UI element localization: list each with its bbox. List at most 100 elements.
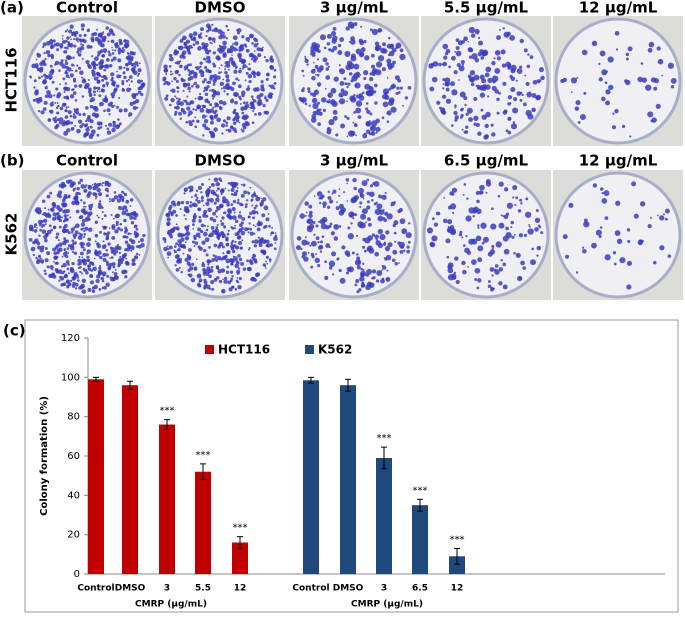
colony	[344, 115, 347, 118]
colony	[596, 230, 602, 236]
colony	[95, 234, 97, 236]
colony	[472, 215, 474, 217]
colony	[76, 129, 81, 134]
colony	[241, 184, 243, 186]
colony	[108, 267, 111, 270]
colony	[353, 111, 356, 114]
colony	[42, 214, 44, 216]
colony	[226, 87, 229, 90]
colony	[65, 30, 67, 32]
colony	[197, 200, 201, 204]
colony	[71, 227, 75, 231]
colony	[232, 207, 236, 211]
row-label: HCT116	[3, 47, 21, 112]
colony	[62, 210, 65, 213]
colony	[91, 55, 93, 57]
colony	[117, 246, 121, 250]
colony	[226, 271, 229, 274]
colony	[236, 119, 239, 122]
colony	[575, 100, 580, 105]
colony	[208, 178, 210, 180]
colony	[432, 217, 435, 220]
colony	[171, 200, 176, 205]
colony	[117, 227, 120, 230]
colony	[73, 91, 77, 95]
colony	[637, 77, 643, 82]
significance-label: ***	[377, 433, 392, 444]
colony	[200, 191, 202, 193]
colony	[622, 125, 625, 128]
colony	[266, 243, 270, 247]
colony	[222, 101, 226, 105]
colony	[195, 41, 199, 45]
colony	[67, 29, 69, 31]
colony	[454, 104, 457, 107]
column-label: 5.5 μg/mL	[444, 0, 529, 17]
colony	[539, 226, 541, 228]
colony	[490, 267, 495, 272]
colony	[235, 219, 239, 223]
colony	[311, 69, 316, 74]
legend-label: HCT116	[218, 343, 270, 357]
colony	[203, 286, 206, 289]
y-tick-label: 60	[67, 451, 80, 462]
colony	[88, 185, 91, 188]
colony	[491, 132, 495, 136]
colony	[246, 72, 249, 75]
colony	[522, 266, 526, 270]
colony	[233, 122, 237, 126]
colony	[406, 232, 412, 238]
colony	[189, 76, 193, 80]
colony	[108, 53, 111, 56]
colony	[434, 223, 438, 227]
colony	[397, 209, 401, 213]
colony	[62, 256, 64, 258]
colony	[199, 216, 202, 219]
colony	[198, 236, 200, 238]
colony	[105, 95, 107, 97]
panel-label: (b)	[0, 152, 24, 170]
colony	[177, 90, 179, 92]
colony	[370, 89, 374, 93]
colony	[169, 57, 174, 62]
colony	[253, 43, 257, 47]
colony	[474, 278, 477, 281]
x-tick-label: DMSO	[333, 584, 364, 594]
colony	[211, 183, 215, 187]
colony	[59, 61, 63, 65]
colony	[376, 61, 382, 67]
colony	[43, 52, 45, 54]
colony	[469, 27, 475, 33]
colony	[241, 35, 244, 38]
colony	[81, 245, 84, 248]
colony	[179, 55, 183, 59]
colony	[99, 62, 102, 65]
colony	[312, 98, 318, 104]
colony	[83, 236, 85, 238]
colony	[376, 270, 382, 276]
colony	[187, 262, 191, 266]
colony	[358, 115, 362, 119]
colony	[525, 197, 528, 200]
colony	[58, 218, 60, 220]
colony	[94, 183, 97, 186]
colony	[490, 249, 495, 254]
colony	[265, 95, 267, 97]
colony	[230, 259, 235, 264]
colony	[446, 88, 450, 92]
colony	[201, 241, 205, 245]
colony	[200, 108, 205, 113]
colony	[326, 100, 329, 103]
colony	[301, 240, 307, 246]
panel-label: (c)	[3, 322, 26, 340]
colony	[236, 277, 238, 279]
colony	[45, 233, 49, 237]
colony	[136, 245, 139, 248]
colony	[306, 212, 308, 214]
colony	[362, 180, 368, 186]
colony	[560, 79, 564, 83]
x-tick-label: 6.5	[412, 584, 428, 594]
colony	[216, 276, 219, 279]
colony	[193, 43, 196, 46]
colony	[471, 259, 477, 265]
